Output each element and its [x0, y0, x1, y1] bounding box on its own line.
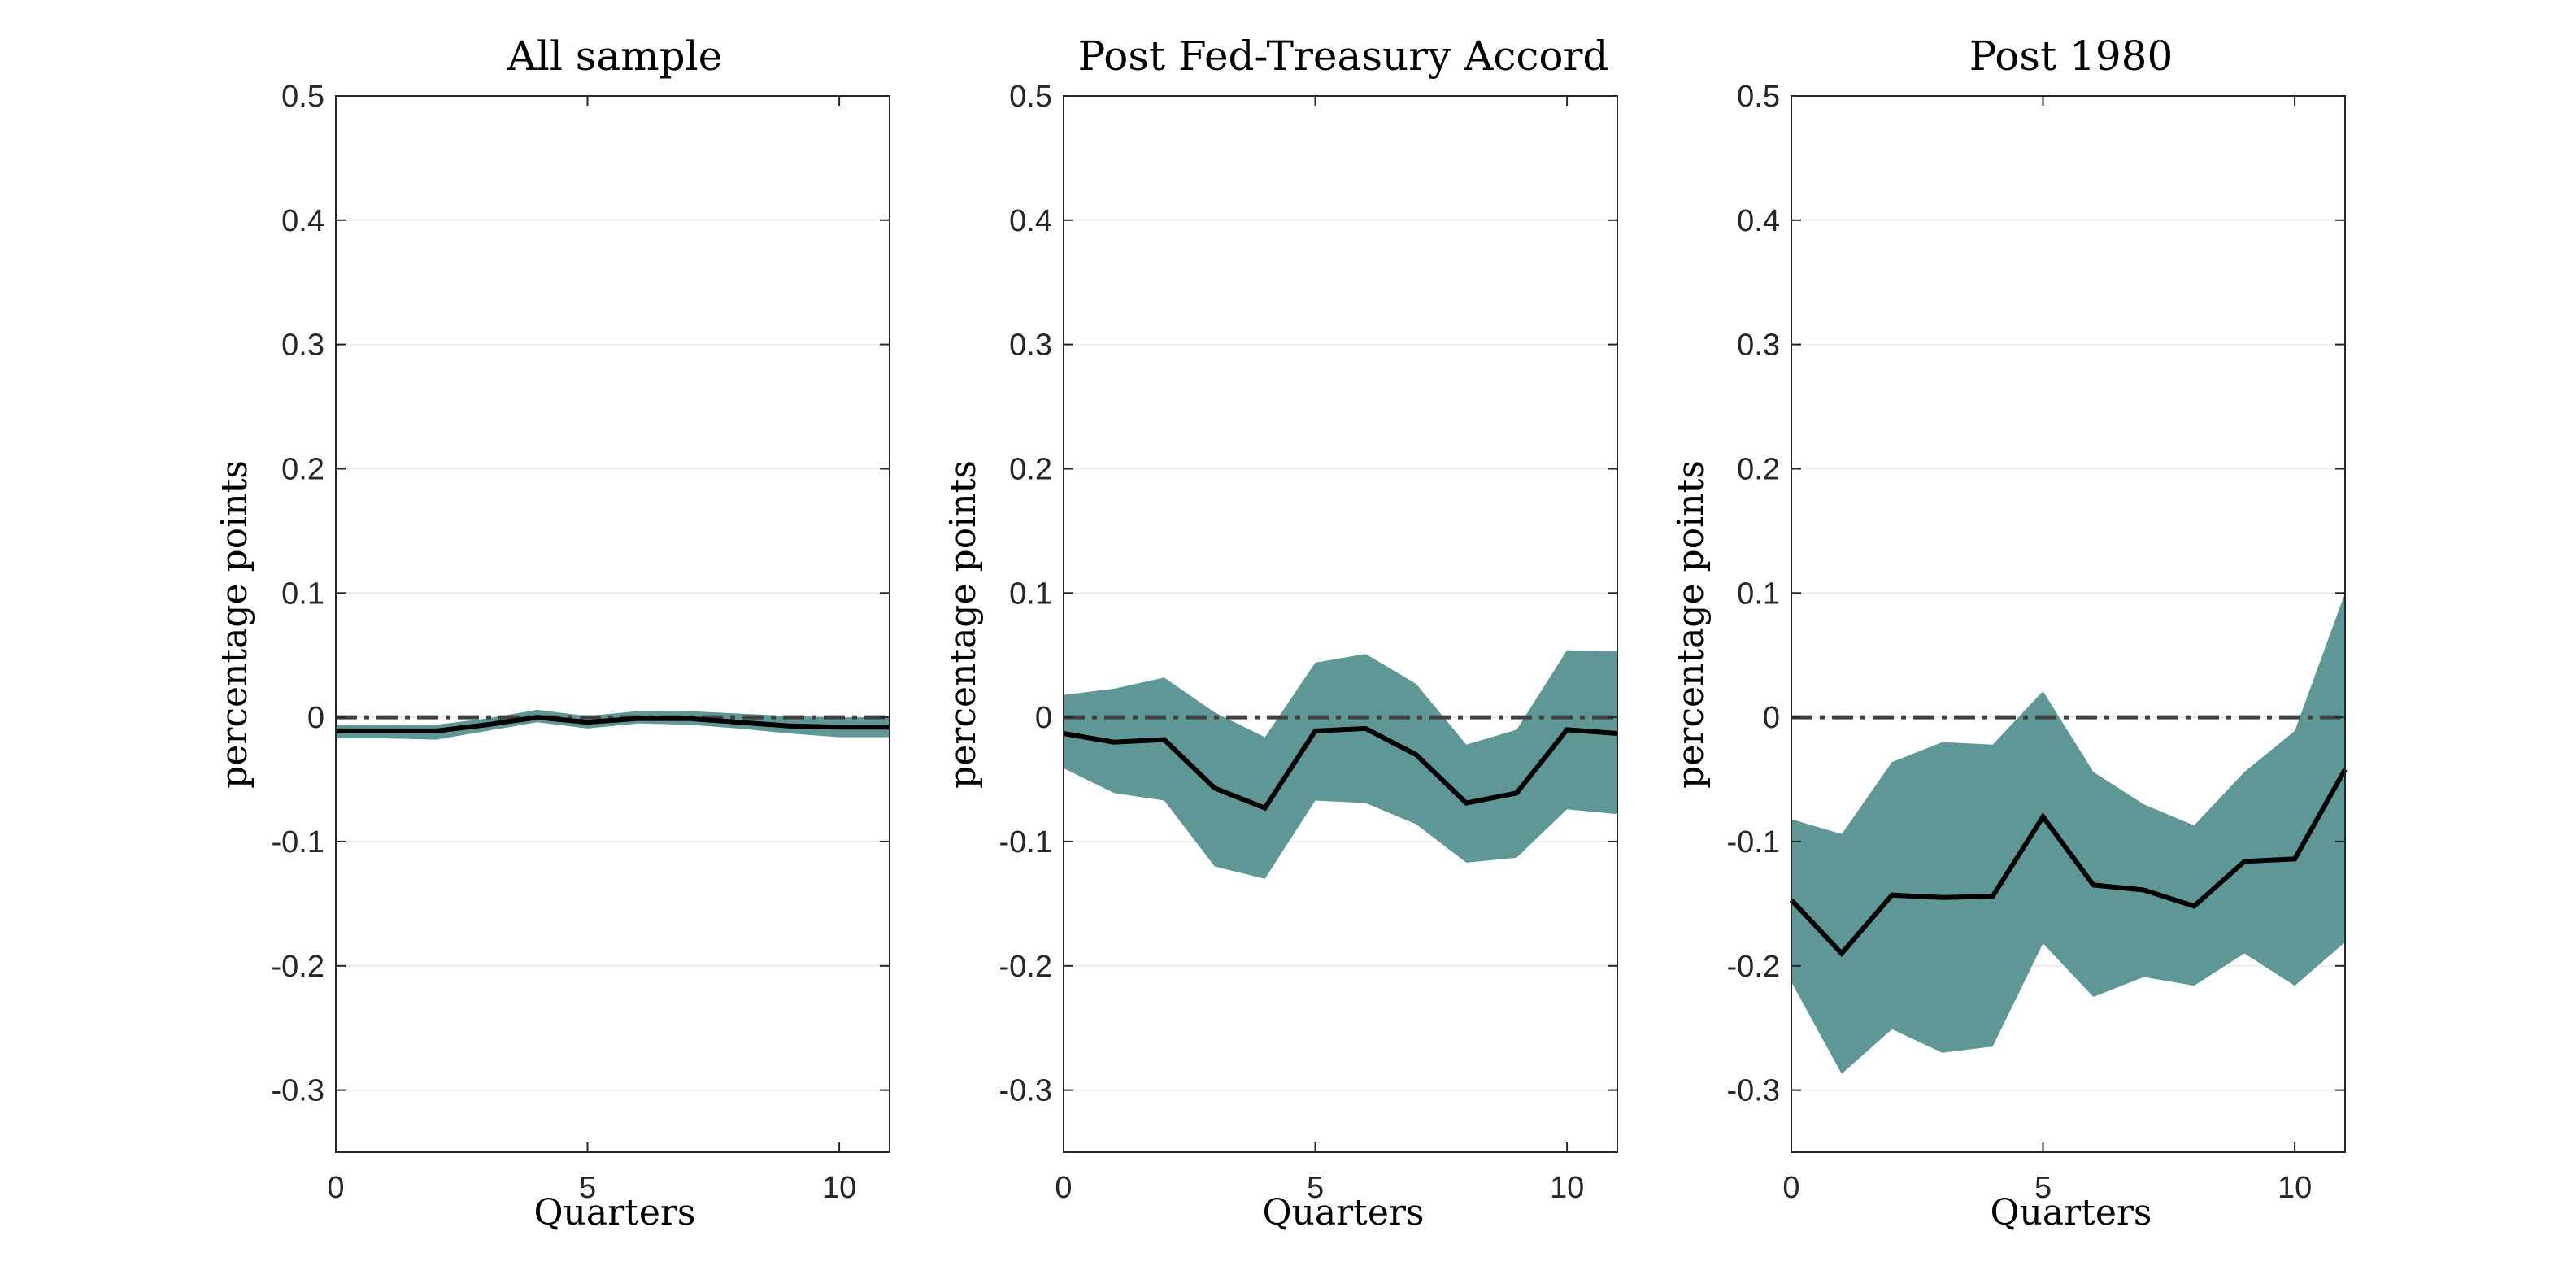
- y-tick-label: 0.2: [1737, 452, 1780, 486]
- point-estimate-line: [1063, 725, 1618, 812]
- x-tick-label: 0: [1055, 1171, 1072, 1205]
- y-tick-label: 0: [307, 701, 324, 735]
- y-tick-label: 0.4: [1737, 204, 1780, 238]
- y-tick-label: -0.2: [1727, 950, 1780, 984]
- point-estimate-line: [336, 715, 890, 733]
- y-tick-label: 0.5: [1737, 80, 1780, 114]
- y-tick-label: 0: [1035, 701, 1052, 735]
- y-tick-label: 0.1: [281, 577, 324, 611]
- x-tick-label: 5: [1307, 1171, 1324, 1205]
- panel-all-sample: All sample Quarters percentage points -0…: [214, 33, 890, 1234]
- y-tick-label: -0.1: [272, 825, 324, 859]
- y-axis-title: percentage points: [214, 460, 255, 789]
- panel-title: All sample: [507, 33, 722, 80]
- axes-box: [1063, 95, 1618, 1153]
- axes-box: [335, 95, 890, 1153]
- y-tick-label: -0.3: [272, 1074, 324, 1108]
- y-tick-label: 0.4: [281, 204, 324, 238]
- y-axis-title: percentage points: [942, 460, 984, 789]
- x-tick-label: 0: [327, 1171, 344, 1205]
- y-tick-label: 0.4: [1009, 204, 1052, 238]
- y-tick-label: -0.1: [999, 825, 1052, 859]
- x-tick-label: 5: [2034, 1171, 2052, 1205]
- x-tick-label: 10: [1550, 1171, 1584, 1205]
- y-tick-label: -0.2: [999, 950, 1052, 984]
- y-axis-title: percentage points: [1670, 460, 1712, 789]
- point-estimate-line: [1789, 768, 2348, 957]
- y-tick-label: 0.3: [1737, 329, 1780, 363]
- confidence-band: [1791, 593, 2345, 1074]
- y-tick-label: 0.1: [1737, 577, 1780, 611]
- x-axis-title: Quarters: [533, 1192, 695, 1234]
- y-tick-label: -0.3: [999, 1074, 1052, 1108]
- y-tick-label: 0.3: [1009, 329, 1052, 363]
- panel-post-1980: Post 1980 Quarters percentage points -0.…: [1670, 33, 2348, 1234]
- x-tick-label: 0: [1782, 1171, 1799, 1205]
- axes-box: [1791, 95, 2346, 1153]
- y-tick-label: 0: [1763, 701, 1780, 735]
- x-tick-label: 10: [822, 1171, 856, 1205]
- y-tick-label: -0.1: [1727, 825, 1780, 859]
- y-tick-label: 0.1: [1009, 577, 1052, 611]
- y-tick-label: 0.2: [281, 452, 324, 486]
- y-tick-label: 0.3: [281, 329, 324, 363]
- y-tick-label: -0.2: [272, 950, 324, 984]
- x-tick-label: 10: [2278, 1171, 2312, 1205]
- y-tick-label: 0.2: [1009, 452, 1052, 486]
- confidence-band: [1064, 650, 1617, 879]
- panel-post-fed-treasury-accord: Post Fed-Treasury Accord Quarters percen…: [942, 33, 1618, 1234]
- x-tick-label: 5: [579, 1171, 596, 1205]
- y-tick-label: 0.5: [1009, 80, 1052, 114]
- y-tick-label: 0.5: [281, 80, 324, 114]
- panel-title: Post 1980: [1969, 33, 2174, 80]
- x-axis-title: Quarters: [1262, 1192, 1424, 1234]
- panel-title: Post Fed-Treasury Accord: [1078, 33, 1609, 80]
- y-tick-label: -0.3: [1727, 1074, 1780, 1108]
- x-axis-title: Quarters: [1990, 1192, 2152, 1234]
